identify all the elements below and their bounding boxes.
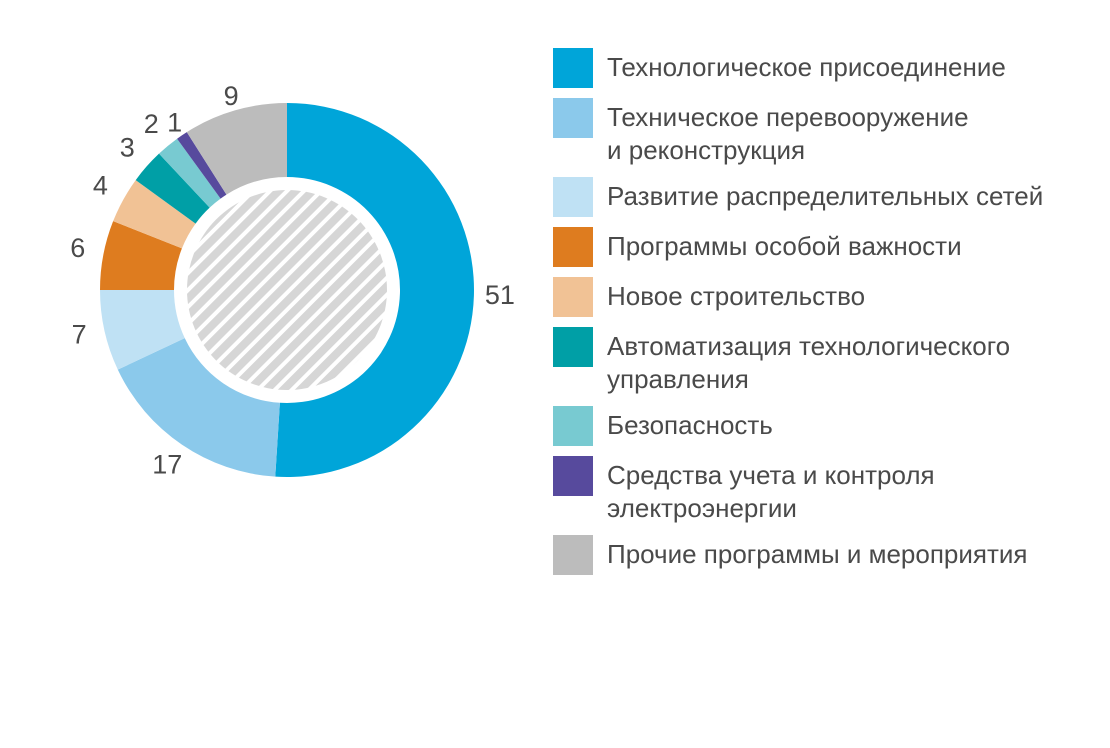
legend-label: Развитие распределительных сетей xyxy=(607,181,1044,211)
value-label: 1 xyxy=(167,108,182,138)
legend-label: Прочие программы и мероприятия xyxy=(607,539,1028,569)
donut-slice xyxy=(158,138,221,208)
legend-swatch xyxy=(553,277,593,317)
legend-item: Развитие распределительных сетей xyxy=(553,177,1103,217)
legend-swatch xyxy=(553,535,593,575)
legend-item: Новое строительство xyxy=(553,277,1103,317)
legend-swatch xyxy=(553,406,593,446)
donut-slice xyxy=(100,221,182,290)
donut-slice xyxy=(275,103,474,478)
legend-swatch xyxy=(553,327,593,367)
value-label: 17 xyxy=(152,449,182,479)
value-label: 3 xyxy=(120,132,135,162)
donut-slice xyxy=(100,290,185,370)
legend-swatch xyxy=(553,456,593,496)
legend-swatch xyxy=(553,177,593,217)
legend-item: Технологическое присоединение xyxy=(553,48,1103,88)
legend-label: Программы особой важности xyxy=(607,231,962,261)
legend-label: Технологическое присоединение xyxy=(607,52,1006,82)
legend-item: Техническое перевооружение и реконструкц… xyxy=(553,98,1103,167)
legend-item: Прочие программы и мероприятия xyxy=(553,535,1103,575)
donut-slice xyxy=(135,153,210,224)
legend: Технологическое присоединение Техническое… xyxy=(553,48,1103,585)
value-label: 4 xyxy=(93,171,108,201)
hatched-center xyxy=(187,190,387,390)
legend-label: Средства учета и контроля электроэнергии xyxy=(607,460,935,523)
legend-item: Программы особой важности xyxy=(553,227,1103,267)
legend-swatch xyxy=(553,227,593,267)
donut-slice xyxy=(113,180,196,249)
legend-item: Безопасность xyxy=(553,406,1103,446)
value-label: 51 xyxy=(485,280,515,310)
value-label: 9 xyxy=(224,81,239,111)
donut-slice xyxy=(117,338,280,477)
legend-item: Автоматизация технологического управлени… xyxy=(553,327,1103,396)
legend-swatch xyxy=(553,98,593,138)
value-label: 6 xyxy=(70,233,85,263)
value-label: 2 xyxy=(144,109,159,139)
donut-slice xyxy=(186,103,287,195)
legend-label: Безопасность xyxy=(607,410,773,440)
donut-slice xyxy=(177,132,227,199)
legend-label: Автоматизация технологического управлени… xyxy=(607,331,1011,394)
legend-label: Техническое перевооружение и реконструкц… xyxy=(607,102,969,165)
legend-swatch xyxy=(553,48,593,88)
legend-label: Новое строительство xyxy=(607,281,866,311)
donut xyxy=(100,103,474,478)
legend-item: Средства учета и контроля электроэнергии xyxy=(553,456,1103,525)
value-label: 7 xyxy=(72,320,87,350)
